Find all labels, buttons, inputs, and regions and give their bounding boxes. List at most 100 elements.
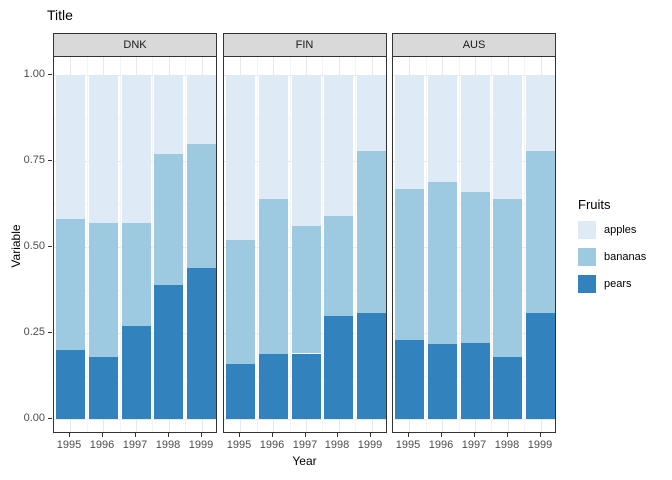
gridline-minor-v: [524, 57, 525, 432]
bar-segment-apples: [493, 75, 522, 199]
bar-segment-pears: [187, 268, 216, 419]
x-tick-mark: [305, 433, 306, 437]
bar-segment-pears: [428, 343, 457, 419]
bar-segment-bananas: [395, 189, 424, 340]
bar-segment-apples: [428, 75, 457, 182]
bar-segment-apples: [258, 75, 288, 199]
legend-title: Fruits: [578, 197, 611, 212]
x-tick-label: 1998: [494, 439, 520, 451]
bar-segment-apples: [461, 75, 490, 192]
bar-segment-bananas: [526, 151, 555, 313]
legend-entry-label: pears: [604, 278, 632, 290]
bar-segment-bananas: [154, 154, 183, 285]
bar-segment-apples: [154, 75, 183, 154]
gridline-major-h: [223, 419, 386, 420]
y-tick-mark: [48, 246, 52, 247]
x-axis-title: Year: [292, 454, 317, 468]
facet-strip-label: DNK: [123, 39, 147, 51]
y-tick-mark: [48, 160, 52, 161]
bar-segment-bananas: [187, 144, 216, 268]
y-tick-mark: [48, 332, 52, 333]
legend: Fruits apples bananas pears: [578, 197, 646, 302]
bar-segment-pears: [395, 340, 424, 419]
x-tick-mark: [201, 433, 202, 437]
bar-segment-pears: [258, 354, 288, 419]
gridline-major-h: [393, 419, 555, 420]
bar-segment-bananas: [493, 199, 522, 357]
x-tick-label: 1996: [259, 439, 285, 451]
x-tick-mark: [441, 433, 442, 437]
facet-panel: [392, 56, 556, 433]
bar-segment-bananas: [89, 223, 118, 357]
gridline-minor-v: [491, 57, 492, 432]
gridline-minor-v: [185, 57, 186, 432]
y-tick-label: 0.25: [23, 326, 45, 338]
x-tick-label: 1996: [428, 439, 454, 451]
bar-segment-pears: [461, 343, 490, 419]
x-tick-mark: [168, 433, 169, 437]
x-tick-mark: [540, 433, 541, 437]
y-tick-label: 0.50: [23, 240, 45, 252]
bar-segment-bananas: [323, 216, 353, 316]
bar-segment-apples: [323, 75, 353, 216]
x-tick-label: 1997: [122, 439, 148, 451]
gridline-minor-v: [87, 57, 88, 432]
bar-segment-pears: [122, 326, 151, 419]
bar-segment-apples: [187, 75, 216, 144]
x-tick-label: 1997: [292, 439, 318, 451]
facet-panel: [222, 56, 387, 433]
x-tick-mark: [474, 433, 475, 437]
bar-segment-bananas: [122, 223, 151, 326]
facet-strip: FIN: [222, 33, 387, 57]
facet-strip-label: FIN: [295, 39, 314, 51]
bar-segment-apples: [395, 75, 424, 189]
y-tick-mark: [48, 418, 52, 419]
x-tick-label: 1995: [226, 439, 252, 451]
bar-segment-pears: [56, 350, 85, 419]
legend-entry: pears: [578, 275, 646, 293]
bar-segment-pears: [356, 312, 386, 419]
x-tick-mark: [337, 433, 338, 437]
bar-segment-bananas: [225, 240, 255, 364]
gridline-minor-v: [289, 57, 291, 432]
bar-segment-bananas: [461, 192, 490, 343]
bar-segment-bananas: [291, 226, 321, 353]
facet-strip-label: AUS: [462, 39, 486, 51]
bar-segment-apples: [56, 75, 85, 219]
x-tick-mark: [272, 433, 273, 437]
bar-segment-bananas: [356, 151, 386, 313]
bar-segment-bananas: [258, 199, 288, 354]
x-tick-label: 1998: [155, 439, 181, 451]
gridline-major-h: [54, 419, 216, 420]
x-tick-label: 1999: [188, 439, 214, 451]
gridline-minor-v: [426, 57, 427, 432]
gridline-minor-v: [152, 57, 153, 432]
bar-segment-apples: [356, 75, 386, 151]
x-tick-mark: [370, 433, 371, 437]
bar-segment-pears: [526, 312, 555, 419]
x-tick-label: 1997: [461, 439, 487, 451]
x-tick-mark: [239, 433, 240, 437]
x-tick-label: 1998: [324, 439, 350, 451]
bar-segment-pears: [493, 357, 522, 419]
y-tick-mark: [48, 74, 52, 75]
gridline-minor-v: [256, 57, 258, 432]
x-tick-mark: [135, 433, 136, 437]
x-tick-mark: [69, 433, 70, 437]
x-tick-mark: [408, 433, 409, 437]
bar-segment-pears: [154, 285, 183, 419]
legend-entry-label: bananas: [604, 251, 647, 263]
legend-entry: bananas: [578, 248, 646, 266]
legend-swatch-apples: [578, 221, 596, 239]
x-tick-label: 1996: [89, 439, 115, 451]
bar-segment-pears: [225, 364, 255, 419]
gridline-minor-v: [120, 57, 121, 432]
y-tick-label: 0.00: [23, 412, 45, 424]
x-tick-label: 1999: [357, 439, 383, 451]
gridline-minor-v: [321, 57, 323, 432]
bar-segment-pears: [291, 354, 321, 419]
facet-strip: AUS: [392, 33, 556, 57]
bar-segment-apples: [291, 75, 321, 226]
gridline-minor-v: [459, 57, 460, 432]
